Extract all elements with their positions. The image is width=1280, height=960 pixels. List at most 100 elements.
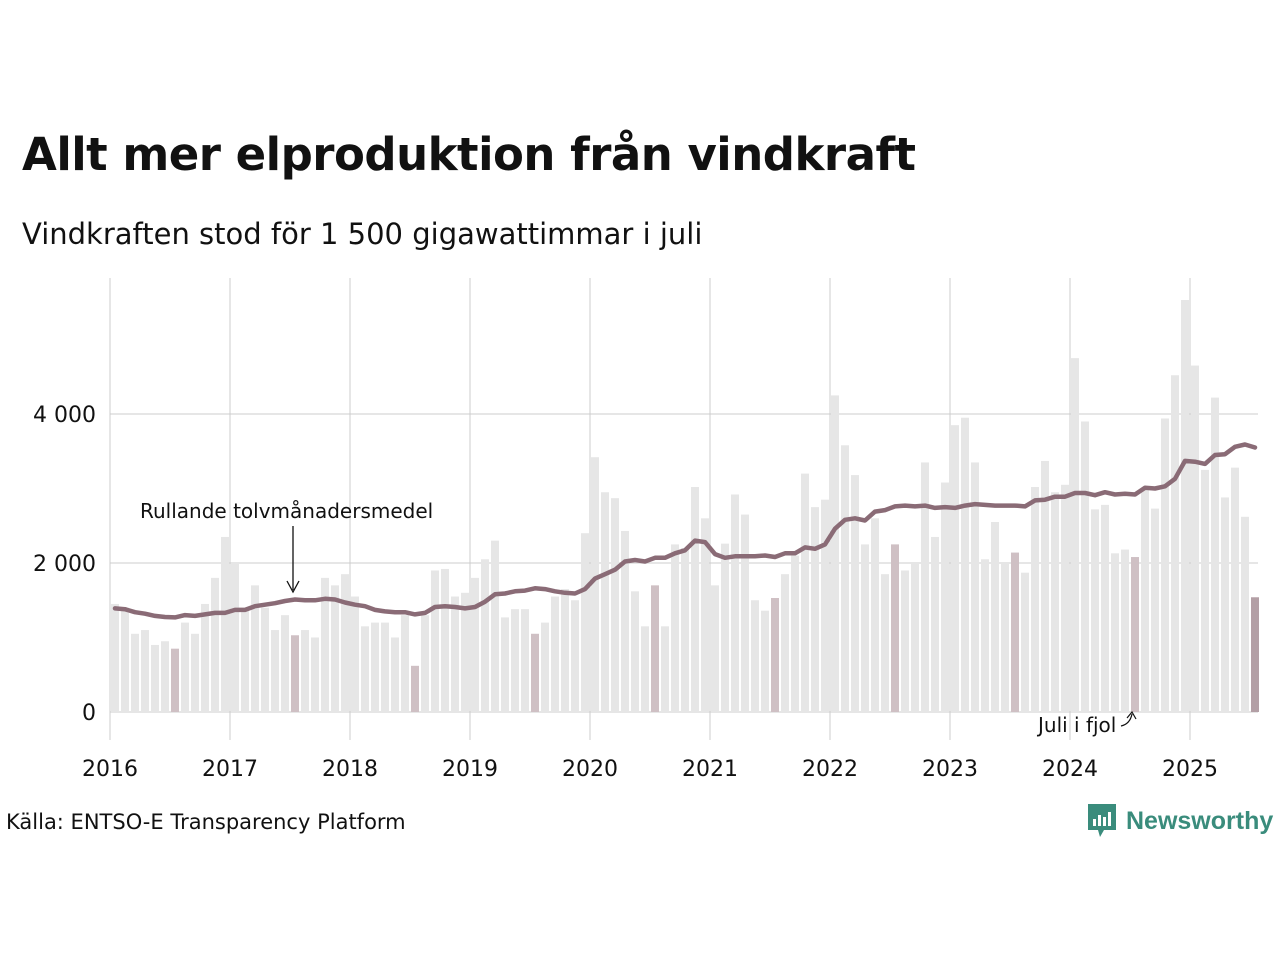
bar	[471, 577, 479, 712]
bar	[111, 603, 119, 712]
bar	[201, 603, 209, 712]
bar	[141, 630, 149, 712]
bar	[1181, 300, 1189, 712]
bar	[1161, 418, 1169, 712]
bar	[221, 536, 229, 712]
bar	[571, 600, 579, 712]
bar	[781, 574, 789, 712]
bar	[851, 475, 859, 712]
bar	[621, 530, 629, 712]
bar	[351, 596, 359, 712]
bar	[661, 626, 669, 712]
bar	[671, 544, 679, 712]
bar	[681, 548, 689, 712]
bar-july	[291, 635, 299, 712]
bar	[991, 522, 999, 712]
bar	[381, 622, 389, 712]
x-tick-label: 2023	[922, 757, 978, 782]
source-note: Källa: ENTSO-E Transparency Platform	[6, 810, 406, 834]
bar	[581, 533, 589, 712]
bar	[181, 622, 189, 712]
bar	[1221, 497, 1229, 712]
bar	[1021, 572, 1029, 712]
rolling-average-line	[112, 442, 1258, 620]
bar	[321, 577, 329, 712]
bar	[861, 544, 869, 712]
bar	[431, 570, 439, 712]
x-tick-label: 2025	[1162, 757, 1218, 782]
y-tick-label: 2 000	[33, 552, 96, 577]
annotation-layer: Rullande tolvmånadersmedel Juli i fjol	[140, 499, 1137, 737]
bar-july	[1131, 557, 1139, 712]
bar	[501, 617, 509, 712]
bar	[251, 585, 259, 712]
bar-july	[411, 665, 419, 712]
bar	[1031, 487, 1039, 712]
chart-title: Allt mer elproduktion från vindkraft	[22, 128, 916, 181]
bar	[281, 615, 289, 712]
bar	[1081, 421, 1089, 712]
bar	[391, 637, 399, 712]
bar	[461, 592, 469, 712]
bar	[401, 615, 409, 712]
bar	[1141, 488, 1149, 712]
bar	[801, 473, 809, 712]
x-tick-label: 2022	[802, 757, 858, 782]
bar	[1121, 549, 1129, 712]
bar	[841, 445, 849, 712]
bar	[421, 615, 429, 712]
x-tick-label: 2019	[442, 757, 498, 782]
bar	[811, 507, 819, 712]
bar	[601, 492, 609, 712]
bar	[341, 574, 349, 712]
y-tick-label: 4 000	[33, 403, 96, 428]
bar	[211, 577, 219, 712]
annotation-last-july-arrowhead	[1126, 710, 1137, 720]
bar	[511, 609, 519, 712]
bar-july	[1251, 597, 1259, 712]
bar	[901, 570, 909, 712]
bar	[1241, 516, 1249, 712]
bar	[1171, 375, 1179, 712]
bar-july	[651, 585, 659, 712]
bar	[331, 585, 339, 712]
bar	[881, 574, 889, 712]
axis-layer: 0 2 000 4 000 2016 2017 2018 2019 2020 2021 2022 2…	[33, 403, 1218, 782]
bar	[241, 607, 249, 712]
bar	[1191, 365, 1199, 712]
bar	[521, 609, 529, 712]
bar	[981, 559, 989, 712]
annotation-rolling-average-arrowhead	[286, 580, 300, 594]
x-tick-label: 2020	[562, 757, 618, 782]
bar-july	[171, 648, 179, 712]
bar	[591, 457, 599, 712]
bar	[741, 514, 749, 712]
bar	[1231, 467, 1239, 712]
bar	[761, 610, 769, 712]
bar	[721, 543, 729, 712]
bar	[961, 417, 969, 712]
bar	[791, 555, 799, 712]
bar	[1201, 469, 1209, 712]
bar	[451, 596, 459, 712]
line-layer	[112, 442, 1258, 620]
bar	[131, 633, 139, 712]
newsworthy-logo-text: Newsworthy	[1126, 806, 1274, 835]
bar	[821, 499, 829, 712]
bar	[561, 589, 569, 712]
bar	[161, 641, 169, 712]
bar	[371, 622, 379, 712]
bar-july	[1011, 552, 1019, 712]
annotation-last-july-arrow	[1120, 713, 1133, 727]
x-tick-label: 2024	[1042, 757, 1098, 782]
bar	[481, 559, 489, 712]
bar	[611, 498, 619, 712]
bar	[1151, 508, 1159, 712]
x-tick-label: 2021	[682, 757, 738, 782]
newsworthy-logo: Newsworthy	[1088, 804, 1273, 838]
bar	[301, 630, 309, 712]
bar	[361, 626, 369, 712]
bar	[441, 568, 449, 712]
chart-subtitle: Vindkraften stod för 1 500 gigawattimmar…	[22, 217, 703, 251]
bar	[551, 596, 559, 712]
